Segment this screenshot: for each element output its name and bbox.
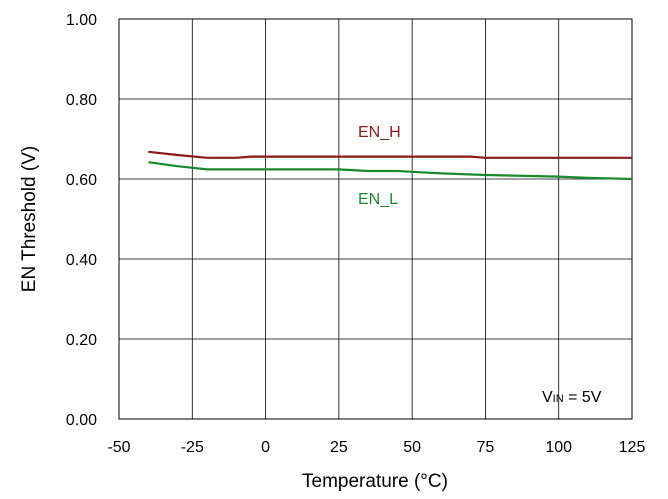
grid-lines [118, 18, 633, 420]
series-line-en-h [148, 150, 632, 159]
x-tick-label: 75 [477, 439, 495, 456]
y-tick-labels: 0.00 0.20 0.40 0.60 0.80 1.00 [66, 12, 97, 429]
vin-annotation-suffix: = 5V [564, 389, 602, 406]
vin-annotation-prefix: V [542, 389, 553, 406]
series-layer [148, 150, 633, 181]
x-tick-label: 25 [330, 439, 348, 456]
x-tick-label: 100 [545, 439, 572, 456]
y-tick-label: 0.40 [66, 252, 97, 269]
vin-annotation-subscript: IN [553, 393, 564, 405]
series-line-en-l [148, 161, 633, 181]
series-label-en-h: EN_H [358, 124, 401, 141]
x-tick-label: 50 [403, 439, 421, 456]
y-axis-label: EN Threshold (V) [19, 146, 40, 292]
plot-frame [118, 18, 633, 420]
y-tick-label: 0.80 [66, 92, 97, 109]
x-axis-label: Temperature (°C) [302, 471, 448, 492]
y-tick-label: 0.60 [66, 172, 97, 189]
x-tick-labels: -50 -25 0 25 50 75 100 125 [107, 439, 645, 456]
y-tick-label: 1.00 [66, 12, 97, 29]
series-label-en-l: EN_L [358, 191, 398, 208]
vin-annotation: VIN = 5V [542, 389, 602, 406]
y-tick-label: 0.00 [66, 412, 97, 429]
x-tick-label: -25 [181, 439, 204, 456]
y-tick-label: 0.20 [66, 332, 97, 349]
x-tick-label: -50 [107, 439, 130, 456]
x-tick-label: 125 [619, 439, 646, 456]
x-tick-label: 0 [261, 439, 270, 456]
